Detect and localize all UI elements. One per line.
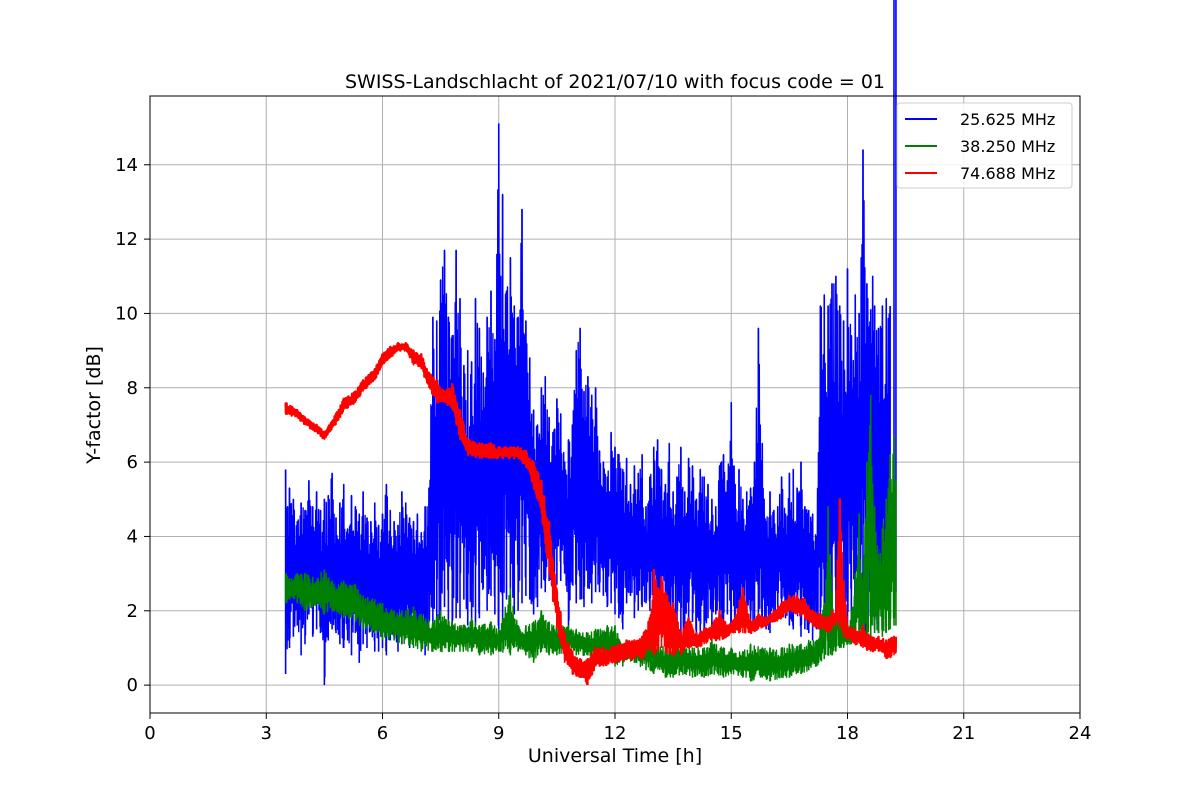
legend: 25.625 MHz 38.250 MHz 74.688 MHz [896, 102, 1073, 189]
y-tick-label: 8 [127, 378, 138, 399]
x-tick-label: 0 [144, 723, 155, 744]
x-tick-label: 24 [1069, 723, 1092, 744]
y-axis-label: Y-factor [dB] [83, 346, 105, 465]
x-tick-label: 12 [604, 723, 627, 744]
legend-label: 25.625 MHz [960, 110, 1055, 129]
series-74-688-mhz [284, 342, 898, 686]
y-tick-label: 14 [115, 155, 138, 176]
y-tick-label: 0 [127, 675, 138, 696]
x-tick-label: 3 [261, 723, 272, 744]
y-tick-label: 2 [127, 601, 138, 622]
legend-label: 74.688 MHz [960, 164, 1055, 183]
x-tick-label: 6 [377, 723, 388, 744]
x-axis-label: Universal Time [h] [528, 745, 702, 767]
x-tick-label: 15 [720, 723, 743, 744]
series-line [284, 394, 897, 682]
series-layer [284, 0, 898, 686]
chart-title: SWISS-Landschlacht of 2021/07/10 with fo… [345, 71, 885, 93]
y-tick-label: 12 [115, 229, 138, 250]
legend-label: 38.250 MHz [960, 137, 1055, 156]
y-tick-label: 4 [127, 526, 138, 547]
series-line [284, 342, 898, 685]
x-tick-label: 21 [952, 723, 975, 744]
legend-box [896, 102, 1073, 189]
y-tick-label: 6 [127, 452, 138, 473]
x-tick-label: 9 [493, 723, 504, 744]
y-tick-label: 10 [115, 303, 138, 324]
x-tick-label: 18 [836, 723, 859, 744]
